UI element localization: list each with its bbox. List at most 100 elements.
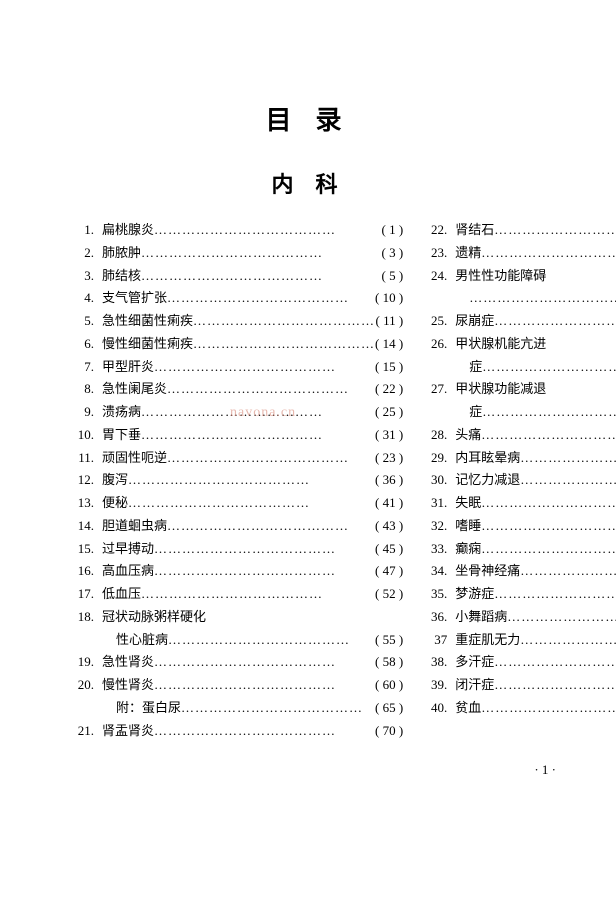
- toc-entry-number: 31.: [423, 492, 447, 515]
- toc-entry-number: 3.: [70, 265, 94, 288]
- toc-entry-label: 急性细菌性痢疾: [102, 310, 193, 333]
- toc-row: 4.支气管扩张…………………………………( 10 ): [70, 287, 403, 310]
- toc-entry-number: 21.: [70, 720, 94, 743]
- toc-entry-label: 坐骨神经痛: [455, 560, 520, 583]
- toc-row: 11.顽固性呃逆…………………………………( 23 ): [70, 447, 403, 470]
- toc-entry-number: 14.: [70, 515, 94, 538]
- toc-row: 症…………………………………( 86 ): [423, 401, 616, 424]
- toc-entry-number: 5.: [70, 310, 94, 333]
- toc-dots: …………………………………: [167, 287, 375, 310]
- toc-row: 12.腹泻…………………………………( 36 ): [70, 469, 403, 492]
- toc-row: 27.甲状腺功能减退: [423, 378, 616, 401]
- toc-dots: …………………………………: [141, 265, 382, 288]
- toc-dots: …………………………………: [154, 219, 382, 242]
- toc-entry-number: 11.: [70, 447, 94, 470]
- toc-entry-page: ( 43 ): [375, 515, 403, 538]
- toc-entry-number: 15.: [70, 538, 94, 561]
- toc-dots: …………………………………: [481, 538, 616, 561]
- toc-entry-label: 癫痫: [455, 538, 481, 561]
- toc-entry-label: 急性肾炎: [102, 651, 154, 674]
- toc-dots: …………………………………: [167, 378, 375, 401]
- toc-entry-number: 2.: [70, 242, 94, 265]
- toc-dots: …………………………………: [482, 356, 616, 379]
- toc-entry-label: 甲状腺功能减退: [455, 378, 546, 401]
- toc-entry-number: 34.: [423, 560, 447, 583]
- toc-entry-number: 19.: [70, 651, 94, 674]
- toc-dots: …………………………………: [128, 469, 375, 492]
- toc-row: 26.甲状腺机能亢进: [423, 333, 616, 356]
- toc-row: …………………………………( 78 ): [423, 287, 616, 310]
- toc-entry-number: 17.: [70, 583, 94, 606]
- toc-entry-page: ( 41 ): [375, 492, 403, 515]
- toc-entry-label: 低血压: [102, 583, 141, 606]
- toc-row: 39.闭汗症…………………………………( 116): [423, 674, 616, 697]
- toc-entry-number: 6.: [70, 333, 94, 356]
- toc-entry-label: 高血压病: [102, 560, 154, 583]
- toc-dots: …………………………………: [481, 424, 616, 447]
- toc-entry-page: ( 23 ): [375, 447, 403, 470]
- toc-dots: …………………………………: [154, 538, 375, 561]
- toc-entry-label: 扁桃腺炎: [102, 219, 154, 242]
- toc-entry-label: 肾结石: [455, 219, 494, 242]
- toc-row: 28.头痛…………………………………( 87 ): [423, 424, 616, 447]
- toc-entry-page: ( 55 ): [375, 629, 403, 652]
- toc-entry-label: 失眠: [455, 492, 481, 515]
- toc-dots: …………………………………: [520, 469, 616, 492]
- page-title: 目录: [70, 100, 561, 137]
- toc-entry-number: 30.: [423, 469, 447, 492]
- toc-entry-number: 4.: [70, 287, 94, 310]
- toc-entry-label: 甲型肝炎: [102, 356, 154, 379]
- toc-entry-number: 22.: [423, 219, 447, 242]
- toc-dots: …………………………………: [481, 242, 616, 265]
- toc-entry-page: ( 58 ): [375, 651, 403, 674]
- toc-dots: …………………………………: [520, 560, 616, 583]
- toc-entry-page: ( 36 ): [375, 469, 403, 492]
- toc-entry-page: ( 65 ): [375, 697, 403, 720]
- toc-entry-page: ( 47 ): [375, 560, 403, 583]
- toc-entry-label: 贫血: [455, 697, 481, 720]
- toc-dots: …………………………………: [494, 219, 616, 242]
- toc-entry-label: 男性性功能障碍: [455, 265, 546, 288]
- toc-row: 36.小舞蹈病…………………………………( 110): [423, 606, 616, 629]
- toc-row: 6. 慢性细菌性痢疾…………………………………( 14 ): [70, 333, 403, 356]
- toc-entry-number: 36.: [423, 606, 447, 629]
- toc-row: 2.肺脓肿…………………………………( 3 ): [70, 242, 403, 265]
- toc-row: 29.内耳眩晕病…………………………………( 90 ): [423, 447, 616, 470]
- toc-dots: …………………………………: [520, 447, 616, 470]
- toc-dots: …………………………………: [482, 401, 616, 424]
- toc-dots: …………………………………: [481, 492, 616, 515]
- toc-entry-label: 症: [469, 401, 482, 424]
- toc-row: 7.甲型肝炎…………………………………( 15 ): [70, 356, 403, 379]
- toc-row: 14.胆道蛔虫病…………………………………( 43 ): [70, 515, 403, 538]
- toc-dots: …………………………………: [154, 651, 375, 674]
- toc-dots: …………………………………: [154, 560, 375, 583]
- toc-row: 1.扁桃腺炎…………………………………( 1 ): [70, 219, 403, 242]
- toc-dots: …………………………………: [141, 583, 375, 606]
- section-subtitle: 内科: [70, 167, 561, 199]
- toc-entry-label: 肾盂肾炎: [102, 720, 154, 743]
- toc-entry-number: 32.: [423, 515, 447, 538]
- toc-entry-label: 内耳眩晕病: [455, 447, 520, 470]
- toc-entry-label: 慢性细菌性痢疾: [102, 333, 193, 356]
- toc-entry-number: 1.: [70, 219, 94, 242]
- toc-dots: …………………………………: [193, 310, 375, 333]
- toc-dots: …………………………………: [193, 333, 375, 356]
- toc-entry-number: 18.: [70, 606, 94, 629]
- toc-row: 19. 急性肾炎…………………………………( 58 ): [70, 651, 403, 674]
- toc-row: 8.急性阑尾炎…………………………………( 22 ): [70, 378, 403, 401]
- toc-entry-label: 支气管扩张: [102, 287, 167, 310]
- toc-dots: …………………………………: [481, 697, 616, 720]
- toc-entry-label: 溃疡病: [102, 401, 141, 424]
- toc-entry-label: 胆道蛔虫病: [102, 515, 167, 538]
- toc-dots: …………………………………: [154, 356, 375, 379]
- toc-entry-page: ( 70 ): [375, 720, 403, 743]
- toc-row: 31.失眠…………………………………( 97 ): [423, 492, 616, 515]
- toc-entry-page: ( 45 ): [375, 538, 403, 561]
- toc-row: 34.坐骨神经痛…………………………………( 107): [423, 560, 616, 583]
- toc-row: 30.记忆力减退…………………………………( 92 ): [423, 469, 616, 492]
- toc-entry-label: 遗精: [455, 242, 481, 265]
- toc-row: 10.胃下垂…………………………………( 31 ): [70, 424, 403, 447]
- toc-entry-page: ( 14 ): [375, 333, 403, 356]
- toc-dots: …………………………………: [469, 287, 616, 310]
- toc-row: 37重症肌无力…………………………………( 111): [423, 629, 616, 652]
